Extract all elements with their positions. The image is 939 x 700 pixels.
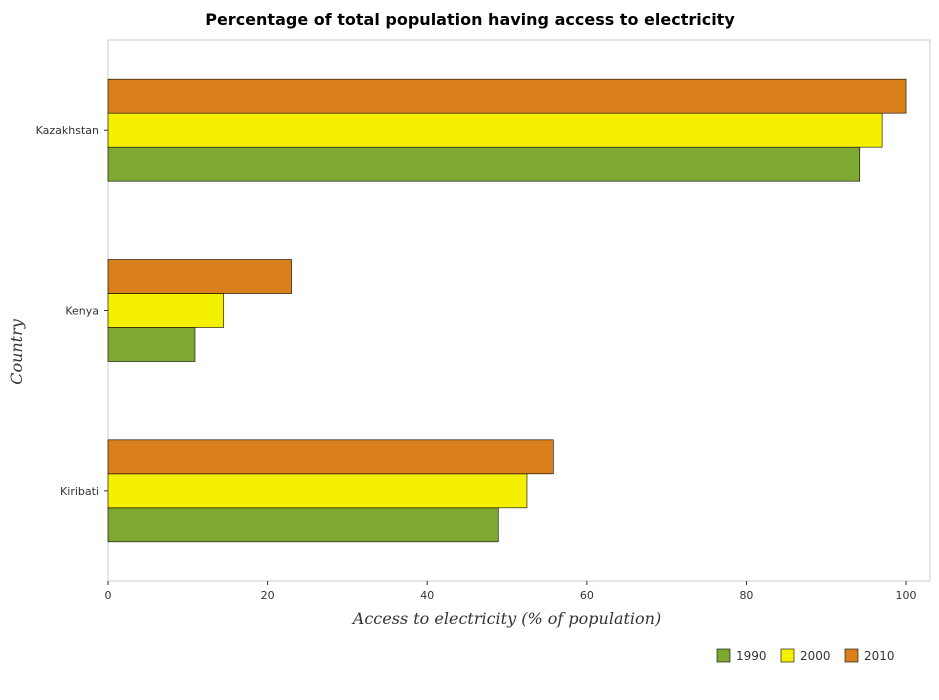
bar-kazakhstan-1990 bbox=[107, 146, 861, 182]
y-tick-label: Kazakhstan bbox=[36, 124, 99, 137]
bar-kiribati-2000 bbox=[107, 473, 528, 509]
bar-kenya-2000 bbox=[107, 293, 225, 328]
x-tick-label: 100 bbox=[896, 589, 917, 602]
legend-swatch-1990 bbox=[716, 648, 731, 663]
legend: 1990 2000 2010 bbox=[716, 648, 895, 663]
chart-title: Percentage of total population having ac… bbox=[205, 10, 735, 29]
x-tick-label: 80 bbox=[739, 589, 753, 602]
bar-kiribati-1990 bbox=[107, 507, 499, 543]
bar-kazakhstan-2010 bbox=[107, 78, 907, 114]
legend-swatch-2010 bbox=[844, 648, 859, 663]
bar-kenya-1990 bbox=[107, 327, 196, 362]
legend-label-2010: 2010 bbox=[864, 649, 895, 663]
legend-swatch-2000 bbox=[780, 648, 795, 663]
x-tick-label: 40 bbox=[420, 589, 434, 602]
bar-kenya-2010 bbox=[107, 259, 292, 294]
x-axis-label: Access to electricity (% of population) bbox=[351, 609, 661, 628]
y-tick-label: Kiribati bbox=[60, 485, 99, 498]
y-tick-label: Kenya bbox=[65, 305, 99, 318]
x-tick-label: 0 bbox=[105, 589, 112, 602]
y-axis-label: Country bbox=[7, 318, 26, 385]
legend-label-2000: 2000 bbox=[800, 649, 831, 663]
legend-label-1990: 1990 bbox=[736, 649, 767, 663]
bar-kazakhstan-2000 bbox=[107, 112, 883, 148]
x-tick-label: 20 bbox=[261, 589, 275, 602]
plot-area: Kazakhstan Kenya Kiribati 0 20 40 60 80 100 bbox=[36, 39, 931, 602]
bar-kiribati-2010 bbox=[107, 439, 554, 475]
x-tick-label: 60 bbox=[580, 589, 594, 602]
